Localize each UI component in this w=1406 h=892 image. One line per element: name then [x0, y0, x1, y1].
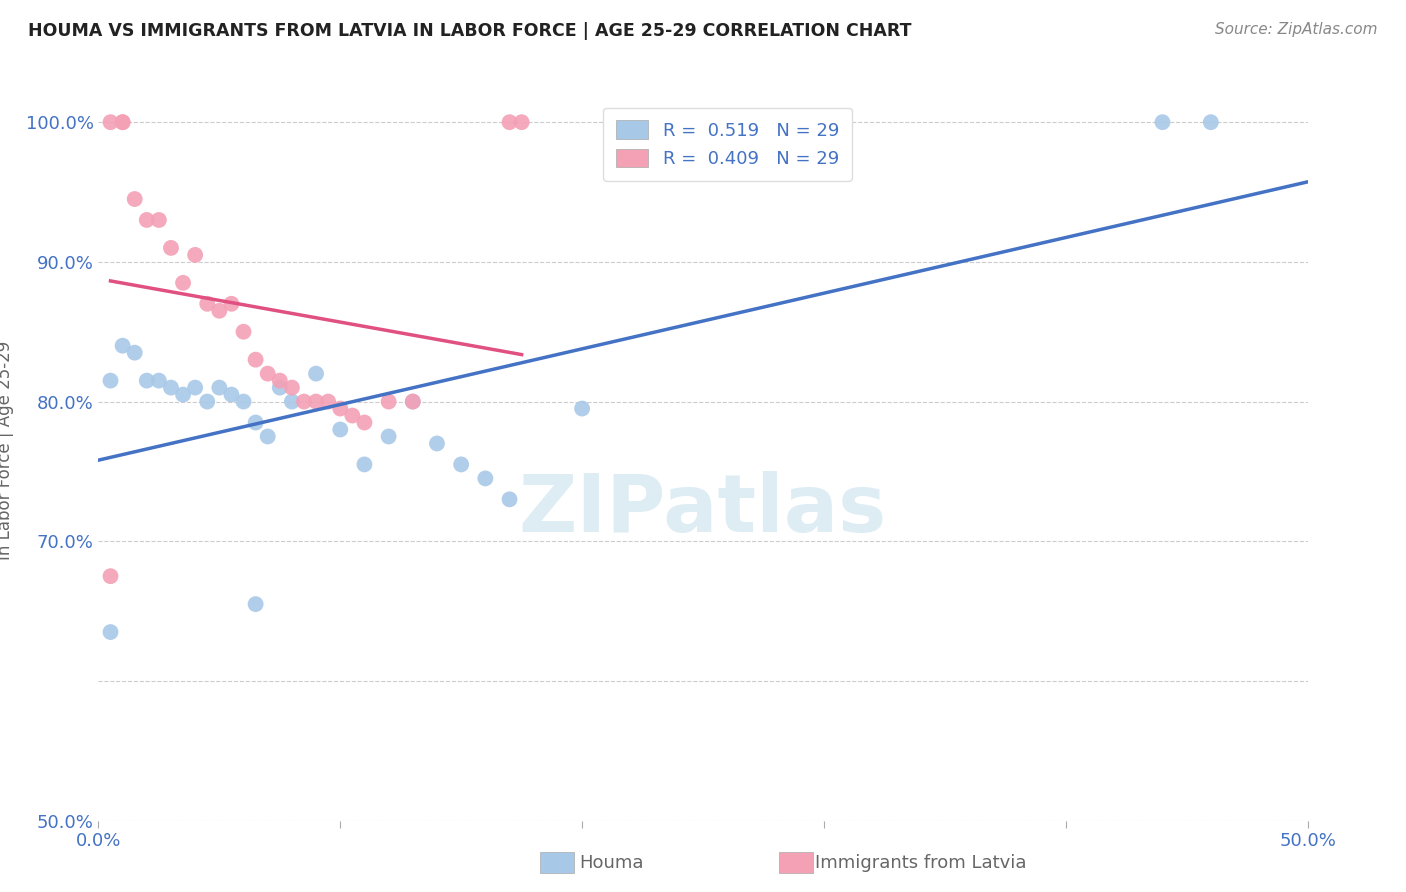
Point	[402, 394, 425, 409]
Point	[353, 458, 375, 472]
Point	[184, 248, 207, 262]
Point	[184, 381, 207, 395]
Point	[148, 213, 170, 227]
Point	[111, 115, 134, 129]
Point	[172, 387, 194, 401]
Point	[245, 352, 267, 367]
Point	[195, 297, 218, 311]
Text: Source: ZipAtlas.com: Source: ZipAtlas.com	[1215, 22, 1378, 37]
Point	[172, 276, 194, 290]
Point	[135, 213, 157, 227]
Point	[474, 471, 496, 485]
Point	[232, 325, 254, 339]
Point	[111, 339, 134, 353]
Point	[160, 241, 183, 255]
Point	[269, 374, 291, 388]
Point	[510, 115, 533, 129]
Text: ZIPatlas: ZIPatlas	[519, 471, 887, 549]
Point	[450, 458, 472, 472]
Point	[1152, 115, 1174, 129]
Point	[195, 394, 218, 409]
Y-axis label: In Labor Force | Age 25-29: In Labor Force | Age 25-29	[0, 341, 14, 560]
Point	[377, 429, 399, 443]
Point	[305, 394, 328, 409]
Point	[100, 115, 122, 129]
Point	[305, 367, 328, 381]
Point	[269, 381, 291, 395]
Text: Immigrants from Latvia: Immigrants from Latvia	[815, 854, 1026, 871]
Point	[100, 625, 122, 640]
Text: Houma: Houma	[579, 854, 644, 871]
Point	[256, 367, 278, 381]
Point	[281, 394, 304, 409]
Point	[377, 394, 399, 409]
Point	[353, 416, 375, 430]
Point	[124, 192, 146, 206]
Point	[148, 374, 170, 388]
Point	[160, 381, 183, 395]
Point	[208, 381, 231, 395]
Point	[221, 297, 243, 311]
Point	[100, 569, 122, 583]
Point	[124, 345, 146, 359]
Point	[256, 429, 278, 443]
Point	[1199, 115, 1222, 129]
Point	[329, 423, 352, 437]
Point	[208, 303, 231, 318]
Point	[232, 394, 254, 409]
Point	[281, 381, 304, 395]
Point	[100, 374, 122, 388]
Point	[402, 394, 425, 409]
Point	[342, 409, 364, 423]
Point	[292, 394, 315, 409]
Point	[426, 436, 449, 450]
Text: HOUMA VS IMMIGRANTS FROM LATVIA IN LABOR FORCE | AGE 25-29 CORRELATION CHART: HOUMA VS IMMIGRANTS FROM LATVIA IN LABOR…	[28, 22, 911, 40]
Point	[245, 416, 267, 430]
Point	[498, 492, 520, 507]
Point	[329, 401, 352, 416]
Point	[316, 394, 339, 409]
Point	[221, 387, 243, 401]
Point	[135, 374, 157, 388]
Point	[111, 115, 134, 129]
Point	[245, 597, 267, 611]
Point	[498, 115, 520, 129]
Point	[571, 401, 593, 416]
Legend: R =  0.519   N = 29, R =  0.409   N = 29: R = 0.519 N = 29, R = 0.409 N = 29	[603, 108, 852, 181]
